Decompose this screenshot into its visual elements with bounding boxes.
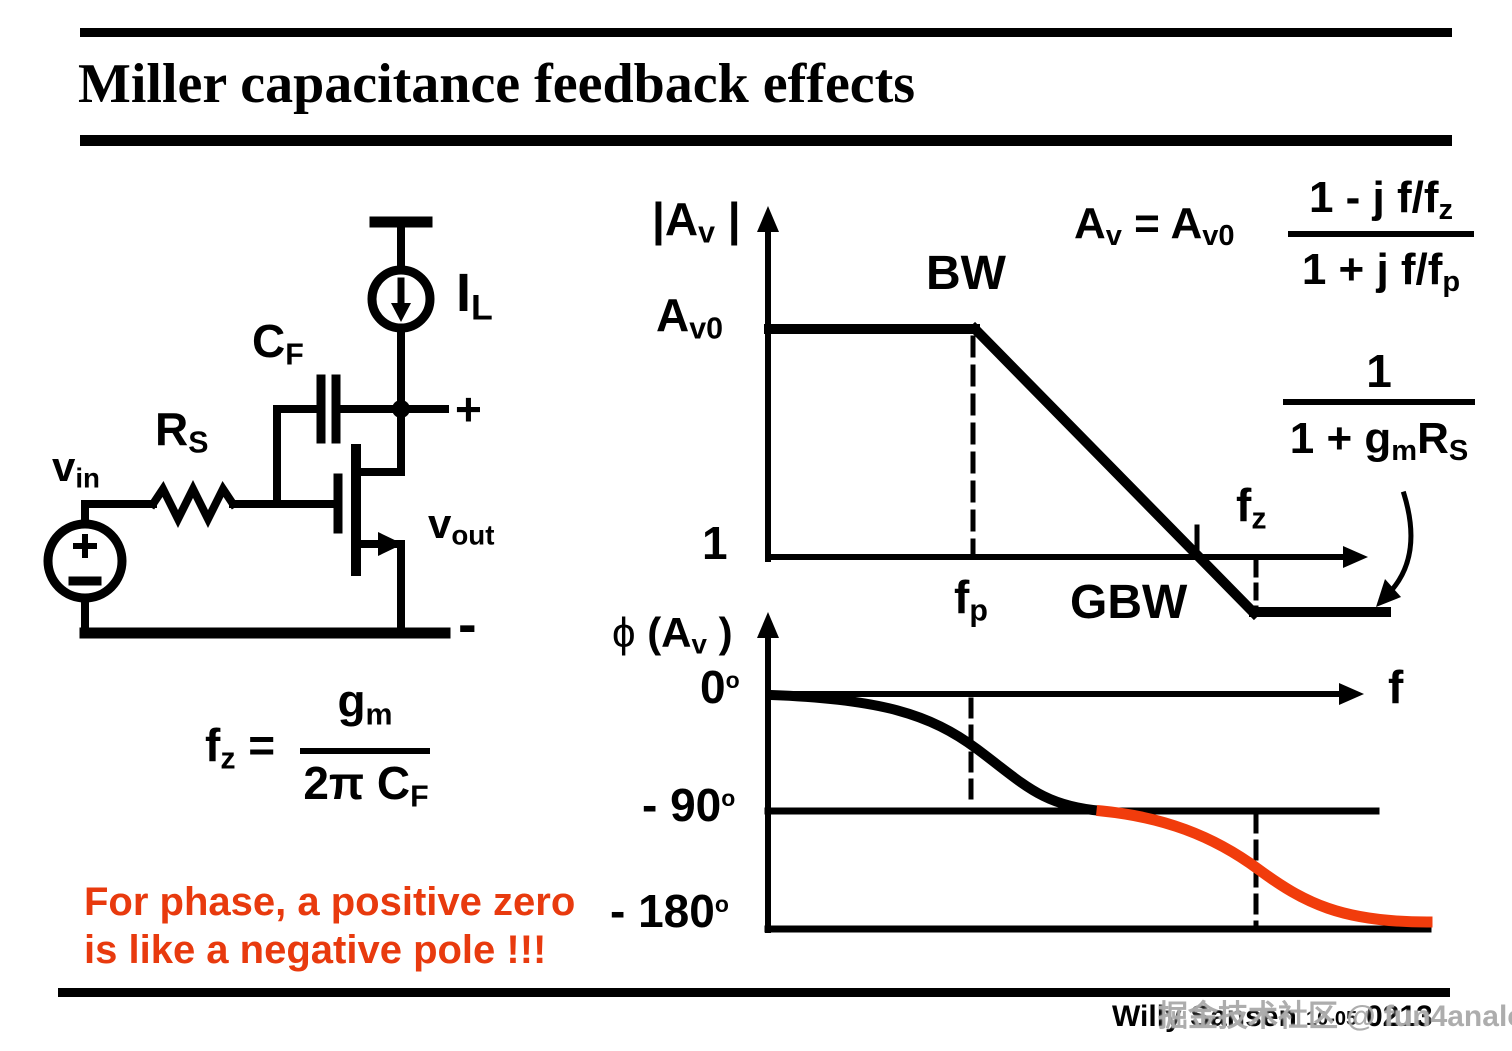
transfer-formula-lhs: Av = Av0 — [1074, 199, 1235, 252]
attenuation-pointer-arrow — [1386, 490, 1414, 596]
phase-180deg-label: - 180o — [610, 885, 729, 937]
phase-90deg-label: - 90o — [642, 779, 736, 831]
note-line-1: For phase, a positive zero — [84, 880, 576, 924]
fz-label: fz — [1236, 479, 1267, 536]
fz-formula-numerator: gm — [337, 675, 393, 732]
transfer-formula-denominator: 1 + j f/fp — [1301, 245, 1461, 298]
note-line-2: is like a negative pole !!! — [84, 928, 547, 972]
mosfet-source-arrow — [378, 532, 403, 556]
unity-gain-label: 1 — [702, 517, 728, 569]
watermark: 掘金技术社区 @ fun4analog — [1158, 1000, 1512, 1033]
phase-0deg-label: 0o — [700, 661, 740, 713]
current-source-arrow — [391, 303, 411, 322]
output-plus-label: + — [455, 383, 482, 435]
attenuation-bar — [1283, 399, 1475, 405]
phase-zero-curve-red — [1095, 804, 1433, 928]
magnitude-plot — [757, 206, 1414, 621]
input-label: vin — [52, 443, 100, 494]
phase-zero-note: For phase, a positive zero is like a neg… — [84, 878, 575, 974]
fp-label: fp — [954, 571, 988, 628]
current-source-label: IL — [456, 263, 493, 328]
transfer-formula-bar — [1288, 231, 1474, 237]
phase-freq-axis-label: f — [1388, 661, 1404, 713]
output-minus-label: - — [458, 592, 477, 655]
attenuation-numerator: 1 — [1366, 345, 1392, 397]
footer-slide-code: 0213 — [1366, 1000, 1433, 1033]
cap-label: CF — [252, 315, 304, 372]
bw-label: BW — [926, 247, 1006, 300]
phase-plot — [757, 612, 1433, 933]
mag-axis-label: |Av | — [652, 193, 741, 250]
resistor-symbol — [147, 480, 239, 528]
gbw-label: GBW — [1070, 576, 1188, 629]
gain-rolloff-segment — [967, 321, 1262, 621]
resistor-label: RS — [155, 403, 209, 460]
phase-pole-curve — [765, 689, 1108, 817]
title-underline-rule — [80, 135, 1452, 146]
footer-rule — [58, 988, 1450, 997]
fz-formula-lhs: fz = — [205, 719, 276, 776]
fz-formula-bar — [300, 748, 430, 754]
transfer-formula-numerator: 1 - j f/fz — [1308, 173, 1454, 226]
footer-date: 10-05 — [1306, 1008, 1358, 1030]
page-title: Miller capacitance feedback effects — [78, 53, 916, 115]
dc-gain-label: Av0 — [656, 289, 724, 346]
circuit-diagram — [43, 216, 451, 639]
mosfet-symbol — [333, 444, 405, 637]
output-label: vout — [428, 500, 495, 551]
top-rule — [80, 28, 1452, 37]
phase-axis-label: ϕ (Av ) — [612, 609, 733, 660]
footer-author: Willy Sansen — [1112, 1000, 1297, 1033]
attenuation-denominator: 1 + gmRS — [1289, 414, 1469, 467]
fz-formula-denominator: 2π CF — [303, 757, 429, 814]
